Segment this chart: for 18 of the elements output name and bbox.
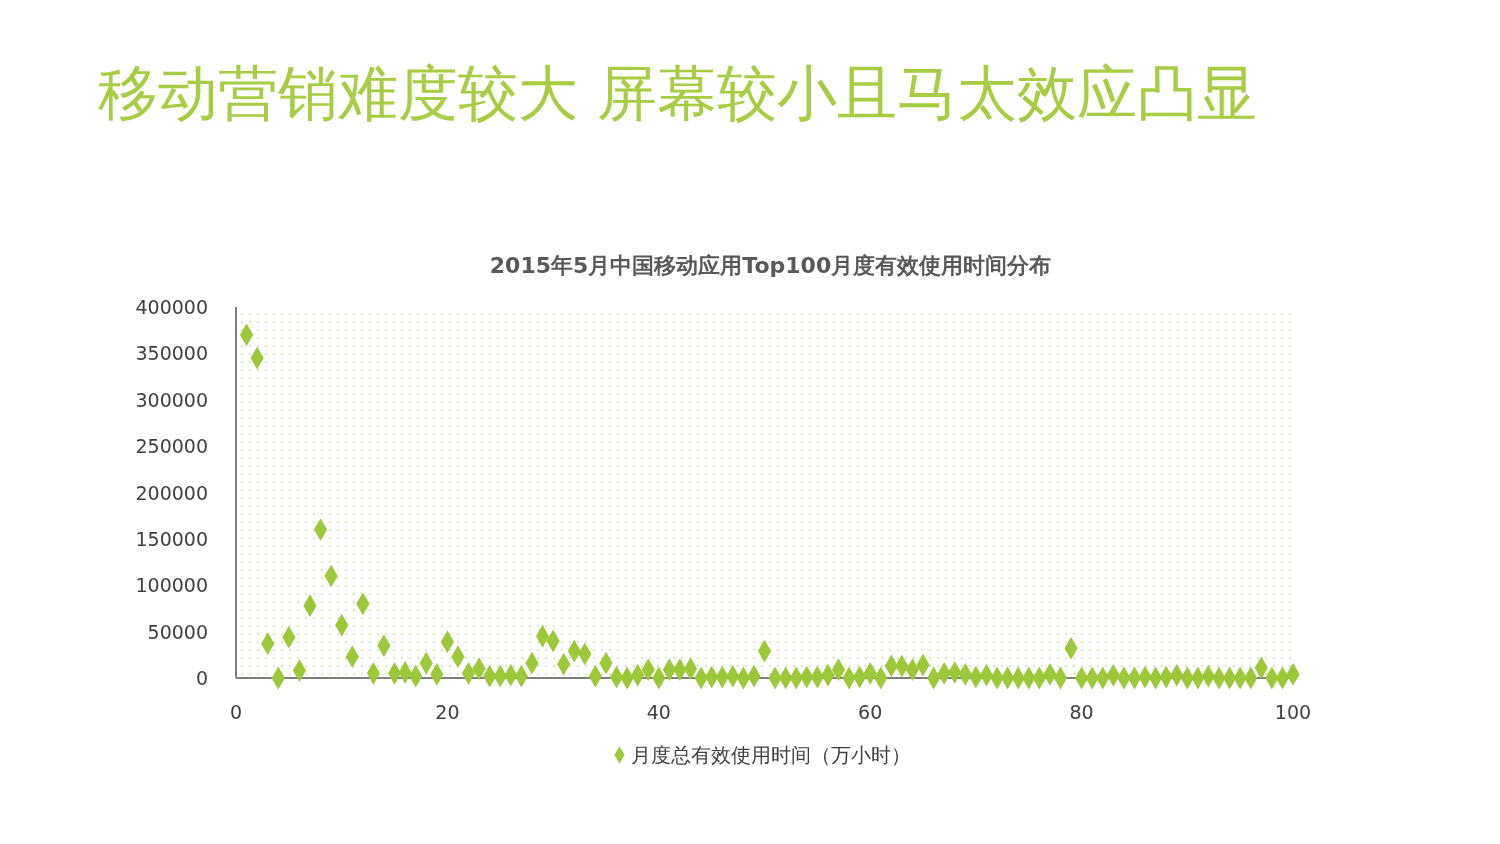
y-tick-label: 200000 (135, 481, 208, 504)
legend-label: 月度总有效使用时间（万小时） (630, 743, 911, 767)
chart-title: 移动营销难度较大 屏幕较小且马太效应凸显 (98, 58, 1258, 128)
x-tick-label: 20 (435, 701, 460, 723)
y-tick-label: 150000 (135, 527, 208, 550)
y-tick-label: 100000 (135, 574, 208, 597)
x-tick-label: 80 (1069, 701, 1094, 723)
y-tick-label: 350000 (135, 342, 208, 365)
y-tick-label: 0 (195, 667, 208, 689)
x-tick-label: 100 (1274, 701, 1312, 723)
x-tick-label: 60 (858, 701, 883, 723)
x-tick-label: 0 (229, 701, 243, 723)
y-tick-label: 300000 (135, 388, 208, 411)
y-tick-label: 400000 (135, 296, 208, 318)
chart-subtitle: 2015年5月中国移动应用Top100月度有效使用时间分布 (489, 252, 1052, 278)
x-tick-label: 40 (646, 701, 671, 723)
y-tick-label: 50000 (147, 620, 208, 643)
y-tick-label: 250000 (135, 435, 208, 458)
